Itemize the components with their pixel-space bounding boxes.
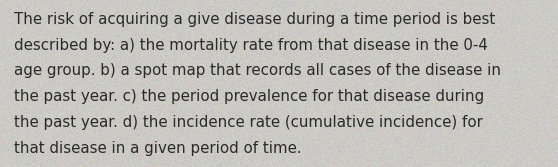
Text: The risk of acquiring a give disease during a time period is best: The risk of acquiring a give disease dur… [14, 12, 495, 27]
Text: the past year. c) the period prevalence for that disease during: the past year. c) the period prevalence … [14, 89, 484, 104]
Text: that disease in a given period of time.: that disease in a given period of time. [14, 141, 301, 156]
Text: described by: a) the mortality rate from that disease in the 0-4: described by: a) the mortality rate from… [14, 38, 488, 53]
Text: the past year. d) the incidence rate (cumulative incidence) for: the past year. d) the incidence rate (cu… [14, 115, 483, 130]
Text: age group. b) a spot map that records all cases of the disease in: age group. b) a spot map that records al… [14, 63, 501, 78]
